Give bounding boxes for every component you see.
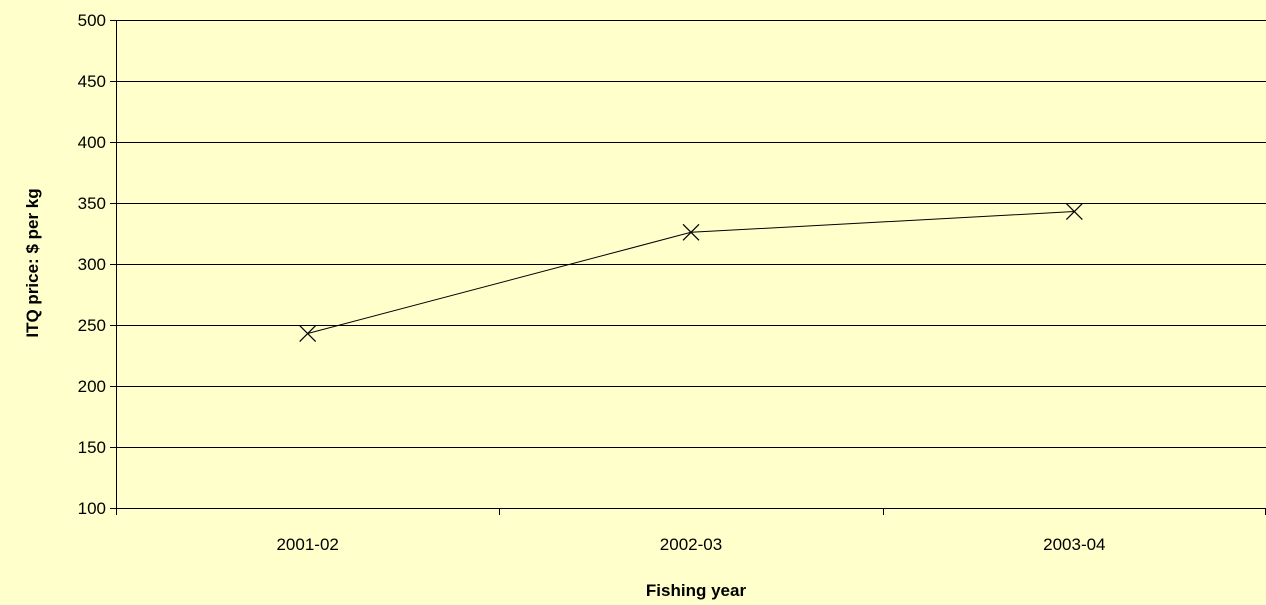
y-tick-labels: 100 150 200 250 300 350 400 450 500 <box>78 11 106 518</box>
gridlines <box>116 20 1266 448</box>
x-axis-title: Fishing year <box>646 581 747 600</box>
y-tick-label: 350 <box>78 194 106 213</box>
y-tick-label: 250 <box>78 316 106 335</box>
y-tick-label: 300 <box>78 255 106 274</box>
y-tick-label: 400 <box>78 133 106 152</box>
data-point-marker <box>299 325 317 342</box>
marker-stroke <box>1065 203 1083 220</box>
y-tick-label: 100 <box>78 499 106 518</box>
data-point-marker <box>1065 203 1083 220</box>
y-axis-title: ITQ price: $ per kg <box>23 188 42 337</box>
y-tick-label: 500 <box>78 11 106 30</box>
x-tick-label: 2001-02 <box>276 535 338 554</box>
series-group <box>299 203 1083 342</box>
x-tick-label: 2002-03 <box>660 535 722 554</box>
data-point-marker <box>682 223 700 241</box>
y-tick-label: 450 <box>78 72 106 91</box>
y-tick-label: 200 <box>78 377 106 396</box>
marker-stroke <box>682 223 700 241</box>
x-tick-label: 2003-04 <box>1043 535 1105 554</box>
y-tick-label: 150 <box>78 438 106 457</box>
marker-stroke <box>299 325 317 342</box>
x-tick-labels: 2001-02 2002-03 2003-04 <box>276 535 1105 554</box>
